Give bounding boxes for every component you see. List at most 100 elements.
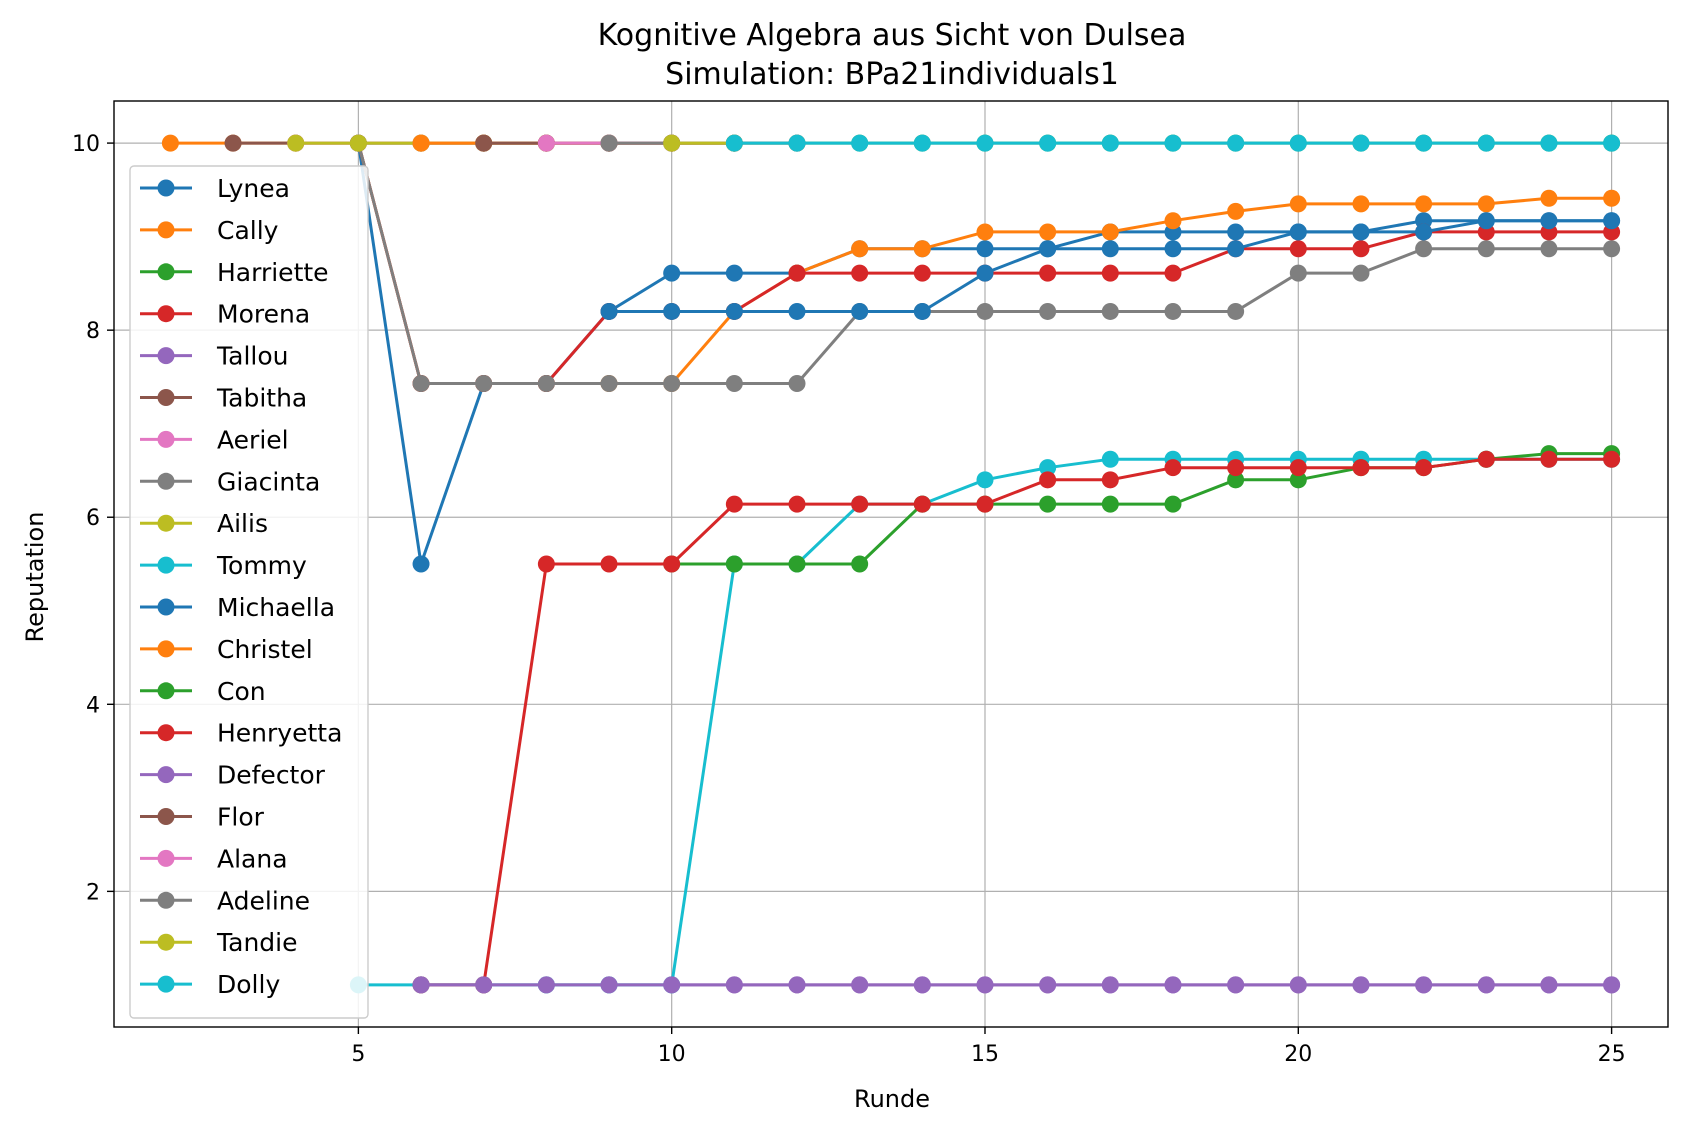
data-point [475, 134, 493, 152]
legend-label: Tabitha [216, 384, 307, 413]
legend-item: Cally [140, 216, 279, 245]
data-point [1415, 459, 1433, 477]
data-point [412, 976, 430, 994]
x-tick-label: 25 [1598, 1042, 1626, 1067]
legend-box [129, 165, 369, 1019]
data-point [1540, 450, 1558, 468]
data-point [851, 240, 869, 258]
data-point [976, 264, 994, 282]
data-point [1540, 240, 1558, 258]
data-point [1289, 471, 1307, 489]
legend-item: Tandie [140, 928, 298, 957]
data-point [1039, 240, 1057, 258]
data-point [1039, 976, 1057, 994]
data-point [1477, 212, 1495, 230]
series-line [421, 457, 1612, 987]
data-point [224, 134, 242, 152]
data-point [1164, 495, 1182, 513]
legend-item: Tallou [140, 342, 288, 371]
data-point [1289, 240, 1307, 258]
legend-item: Adeline [140, 886, 310, 915]
y-tick-label: 10 [72, 132, 100, 157]
data-point [1540, 976, 1558, 994]
legend-label: Tandie [216, 928, 298, 957]
data-point [537, 555, 555, 573]
data-point [600, 134, 618, 152]
legend-marker [157, 891, 175, 909]
data-point [1227, 223, 1245, 241]
data-point [1039, 495, 1057, 513]
legend-label: Giacinta [217, 467, 320, 496]
data-point [1289, 195, 1307, 213]
data-point [851, 555, 869, 573]
data-point [1227, 202, 1245, 220]
data-point [1477, 240, 1495, 258]
data-point [1603, 189, 1621, 207]
legend-marker [157, 347, 175, 365]
data-point [1415, 976, 1433, 994]
data-point [1227, 976, 1245, 994]
data-point [976, 471, 994, 489]
data-point [725, 302, 743, 320]
data-point [1415, 240, 1433, 258]
data-point [600, 555, 618, 573]
data-point [412, 134, 430, 152]
legend-label: Henryetta [217, 719, 342, 748]
data-point [1289, 976, 1307, 994]
data-point [725, 374, 743, 392]
data-point [725, 134, 743, 152]
data-point [1101, 264, 1119, 282]
data-point [1227, 134, 1245, 152]
legend-item: Con [140, 677, 266, 706]
data-point [1101, 471, 1119, 489]
data-point [976, 134, 994, 152]
legend-marker [157, 975, 175, 993]
legend-label: Defector [217, 761, 326, 790]
legend-item: Flor [140, 803, 265, 832]
legend-marker [157, 766, 175, 784]
data-point [788, 976, 806, 994]
data-point [1164, 212, 1182, 230]
legend-item: Ailis [140, 509, 268, 538]
legend-item: Tommy [140, 551, 307, 580]
data-point [1477, 450, 1495, 468]
data-point [412, 374, 430, 392]
data-point [1039, 302, 1057, 320]
data-point [725, 495, 743, 513]
data-point [1227, 302, 1245, 320]
data-point [475, 374, 493, 392]
legend-marker [157, 808, 175, 825]
data-point [1352, 976, 1370, 994]
legend-marker [157, 472, 175, 490]
data-point [1540, 189, 1558, 207]
legend-item: Harriette [140, 258, 329, 287]
data-point [976, 495, 994, 513]
legend-item: Giacinta [140, 467, 320, 496]
data-point [1352, 264, 1370, 282]
x-tick-label: 5 [351, 1042, 365, 1067]
data-point [1227, 471, 1245, 489]
data-point [1415, 195, 1433, 213]
data-point [1415, 223, 1433, 241]
data-point [1039, 459, 1057, 477]
legend-marker [157, 640, 175, 658]
data-point [913, 240, 931, 258]
data-point [788, 302, 806, 320]
data-point [1164, 976, 1182, 994]
x-tick-label: 15 [971, 1042, 999, 1067]
data-point [1603, 976, 1621, 994]
x-tick-label: 20 [1284, 1042, 1312, 1067]
legend-label: Lynea [217, 174, 290, 203]
data-point [1164, 240, 1182, 258]
legend-marker [157, 263, 175, 281]
legend-item: Michaella [140, 593, 335, 622]
data-point [663, 555, 681, 573]
data-point [788, 495, 806, 513]
data-point [1352, 240, 1370, 258]
data-point [1039, 471, 1057, 489]
legend-marker [157, 430, 175, 448]
legend-item: Henryetta [140, 719, 342, 748]
data-point [1101, 134, 1119, 152]
x-axis-label: Runde [854, 1085, 930, 1113]
